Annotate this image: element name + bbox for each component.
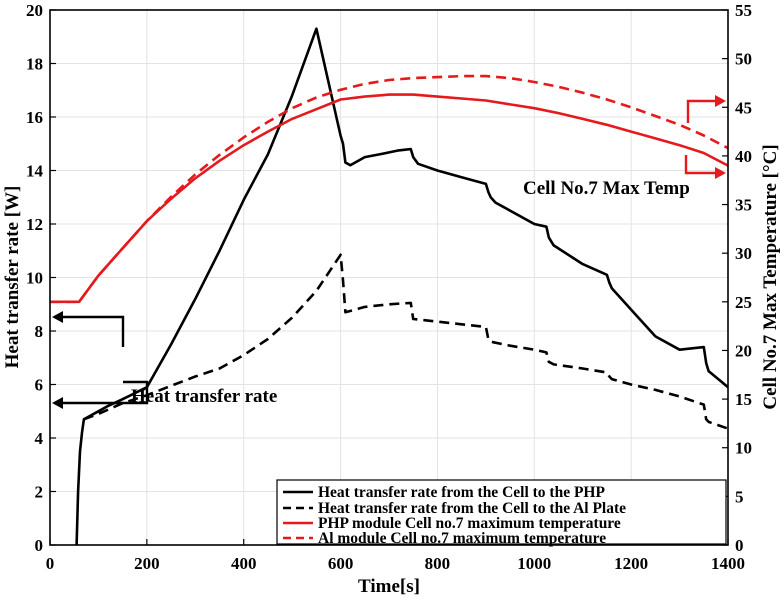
y-right-tick-label: 55 xyxy=(735,1,752,20)
arrow-head-right-lower xyxy=(715,167,726,179)
axis-arrows xyxy=(52,95,726,409)
x-tick-label: 200 xyxy=(134,554,160,573)
y-right-tick-label: 50 xyxy=(735,50,752,69)
y-left-tick-label: 4 xyxy=(35,429,44,448)
legend-box xyxy=(276,479,727,545)
series-lines xyxy=(50,27,729,546)
x-tick-label: 1400 xyxy=(711,554,745,573)
y-left-tick-label: 12 xyxy=(26,215,43,234)
y-right-tick-label: 5 xyxy=(735,487,744,506)
legend-label-al-temp: Al module Cell no.7 maximum temperature xyxy=(318,530,606,547)
y-right-tick-label: 40 xyxy=(735,147,752,166)
y-right-tick-label: 15 xyxy=(735,390,752,409)
series-line-2 xyxy=(83,253,729,430)
y-right-tick-label: 25 xyxy=(735,293,752,312)
legend-label-al-heat: Heat transfer rate from the Cell to the … xyxy=(318,500,626,517)
arrow-head-left-upper xyxy=(52,311,63,323)
series-line-1 xyxy=(75,27,729,546)
y-right-tick-label: 20 xyxy=(735,341,752,360)
y-axis-left-label: Heat transfer rate [W] xyxy=(2,186,23,369)
grid xyxy=(50,10,728,545)
x-tick-label: 600 xyxy=(328,554,354,573)
annotation-heat-transfer-rate: Heat transfer rate xyxy=(131,386,277,407)
y-left-tick-label: 20 xyxy=(26,1,43,20)
y-left-tick-label: 18 xyxy=(26,55,43,74)
y-left-tick-label: 8 xyxy=(35,322,44,341)
arrow-left-lower xyxy=(62,380,149,405)
y-right-tick-label: 0 xyxy=(735,536,744,555)
arrow-head-left-lower xyxy=(52,397,63,409)
legend-label-php-temp: PHP module Cell no.7 maximum temperature xyxy=(318,515,621,532)
arrow-left-upper xyxy=(62,315,125,347)
y-left-tick-label: 0 xyxy=(35,536,44,555)
y-left-tick-label: 14 xyxy=(26,162,44,181)
arrow-right-upper xyxy=(686,99,716,123)
legend-label-php-heat: Heat transfer rate from the Cell to the … xyxy=(318,484,605,501)
arrow-right-lower xyxy=(684,155,716,175)
y-right-tick-label: 30 xyxy=(735,244,752,263)
annotation-cell-max-temp: Cell No.7 Max Temp xyxy=(523,178,690,199)
x-tick-label: 1000 xyxy=(517,554,551,573)
arrow-head-right-upper xyxy=(715,95,726,107)
y-left-tick-label: 2 xyxy=(35,483,44,502)
y-left-tick-label: 6 xyxy=(35,376,44,395)
y-right-tick-label: 45 xyxy=(735,98,752,117)
x-tick-label: 0 xyxy=(46,554,55,573)
y-right-tick-label: 35 xyxy=(735,196,752,215)
series-line-4 xyxy=(50,74,729,304)
y-axis-right-label: Cell No.7 Max Temperature [°C] xyxy=(760,144,781,409)
y-left-tick-label: 16 xyxy=(26,108,43,127)
x-axis-label: Time[s] xyxy=(358,576,420,597)
legend: Heat transfer rate from the Cell to the … xyxy=(276,479,727,547)
series-line-3 xyxy=(50,93,729,304)
x-tick-label: 400 xyxy=(231,554,257,573)
y-right-tick-label: 10 xyxy=(735,439,752,458)
x-tick-label: 800 xyxy=(425,554,451,573)
y-left-tick-label: 10 xyxy=(26,269,43,288)
ticks: 0 200 400 600 800 1000 1200 1400024681012141618… xyxy=(26,1,752,573)
x-tick-label: 1200 xyxy=(614,554,648,573)
